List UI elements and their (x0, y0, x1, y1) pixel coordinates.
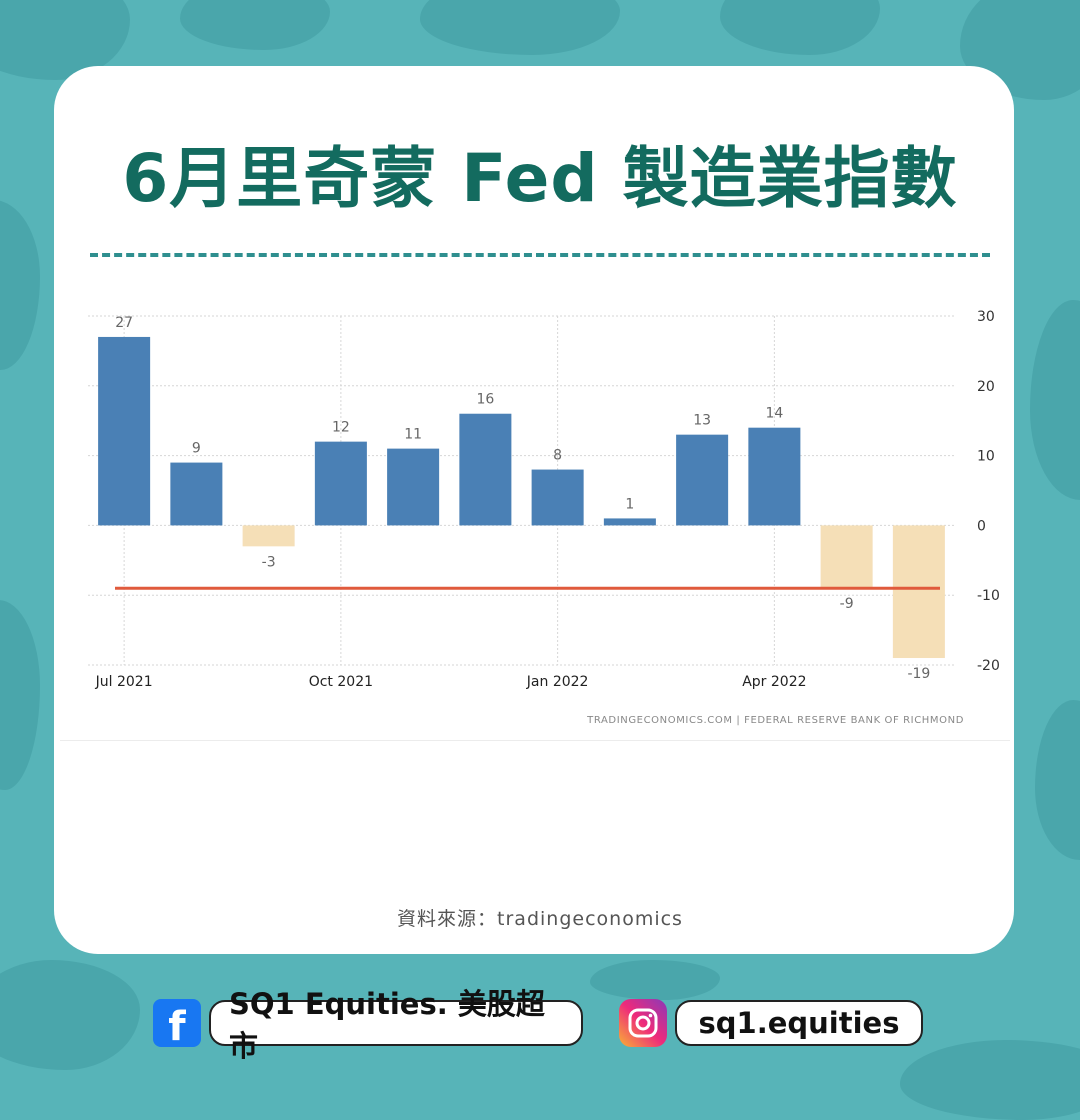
title-divider (90, 253, 990, 257)
data-label: 8 (553, 448, 562, 464)
background-shape (720, 0, 880, 55)
facebook-icon[interactable]: f (153, 999, 201, 1047)
data-label: 12 (332, 420, 350, 436)
background-shape (420, 0, 620, 55)
instagram-handle-pill[interactable]: sq1.equities (675, 1000, 923, 1046)
bar (892, 525, 945, 659)
bar (314, 441, 367, 526)
background-shape (0, 600, 40, 790)
y-tick-label: 0 (977, 518, 986, 534)
bar (459, 413, 512, 526)
facebook-name-pill[interactable]: SQ1 Equities. 美股超市 (209, 987, 583, 1063)
y-tick-label: 30 (977, 309, 995, 325)
bar (820, 525, 873, 589)
data-label: -9 (840, 596, 854, 612)
instagram-group: sq1.equities (619, 998, 923, 1048)
y-tick-label: -20 (977, 658, 1000, 674)
chart-credit: TRADINGECONOMICS.COM | FEDERAL RESERVE B… (586, 715, 964, 726)
page-title: 6月里奇蒙 Fed 製造業指數 (122, 140, 958, 217)
background-shape (0, 200, 40, 370)
data-label: 16 (476, 392, 494, 408)
data-label: 14 (765, 406, 783, 422)
bar (531, 469, 584, 526)
x-tick-label: Jul 2021 (95, 674, 153, 690)
y-tick-label: 20 (977, 379, 995, 395)
bar (98, 336, 151, 526)
instagram-icon[interactable] (619, 999, 667, 1047)
bar (387, 448, 440, 526)
x-tick-label: Jan 2022 (526, 674, 589, 690)
bar (603, 518, 656, 526)
facebook-group: f SQ1 Equities. 美股超市 (153, 987, 583, 1063)
bar (242, 525, 295, 547)
bar (676, 434, 729, 526)
data-label: -19 (907, 666, 930, 682)
data-label: 1 (625, 496, 634, 512)
data-label: -3 (262, 554, 276, 570)
background-shape (1030, 300, 1080, 500)
data-label: 27 (115, 315, 133, 331)
data-label: 9 (192, 441, 201, 457)
background-shape (900, 1040, 1080, 1120)
data-label: 13 (693, 413, 711, 429)
background-shape (1035, 700, 1080, 860)
y-tick-label: -10 (977, 588, 1000, 604)
background-shape (590, 960, 720, 1000)
data-label: 11 (404, 427, 422, 443)
bar (170, 462, 223, 526)
source-note: 資料來源：tradingeconomics (397, 908, 683, 930)
x-tick-label: Oct 2021 (309, 674, 373, 690)
background-shape (180, 0, 330, 50)
background-shape (0, 960, 140, 1070)
x-tick-label: Apr 2022 (742, 674, 806, 690)
chart-divider (60, 740, 1010, 741)
bar (748, 427, 801, 526)
chart-svg: 30 20 10 0 -10 -20 Jul 2021 Oct 2021 Jan 2022 Apr… (88, 309, 1000, 726)
bar-chart: 30 20 10 0 -10 -20 Jul 2021 Oct 2021 Jan 2022 Apr… (60, 290, 1010, 740)
y-tick-label: 10 (977, 449, 995, 465)
